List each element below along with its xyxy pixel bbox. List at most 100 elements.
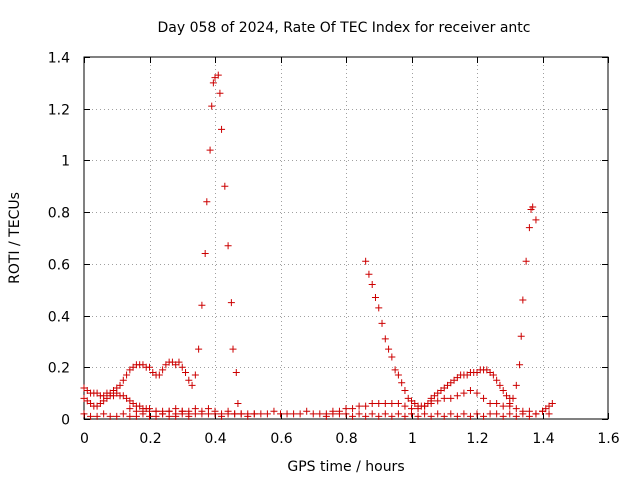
data-point	[139, 407, 147, 415]
data-point	[191, 405, 199, 413]
data-point	[257, 410, 265, 418]
data-point	[329, 410, 337, 418]
data-point	[394, 410, 402, 418]
data-point	[391, 366, 399, 374]
y-axis-label: ROTI / TECUs	[7, 192, 23, 284]
data-point	[216, 89, 224, 97]
x-tick-label: 0.2	[139, 431, 161, 447]
y-tick-label: 0.8	[48, 206, 70, 222]
data-point	[473, 410, 481, 418]
data-point	[398, 379, 406, 387]
data-point	[146, 363, 153, 371]
data-point	[126, 405, 134, 413]
series-rise-1.35h	[506, 203, 540, 407]
data-point	[303, 407, 311, 415]
data-point	[195, 345, 203, 353]
data-point	[152, 407, 160, 415]
series-bump-0.2h	[80, 358, 196, 400]
data-point	[178, 407, 186, 415]
data-point	[362, 402, 370, 410]
data-point	[100, 410, 108, 418]
data-point	[368, 410, 376, 418]
series-peak-near-0.4h	[191, 71, 242, 407]
y-tick-label: 0.2	[48, 361, 70, 377]
data-point	[460, 410, 468, 418]
data-point	[283, 410, 291, 418]
y-tick-label: 0.6	[48, 258, 70, 274]
x-tick-label: 0.6	[270, 431, 292, 447]
data-point	[496, 381, 504, 389]
x-tick-label: 1.6	[597, 431, 619, 447]
data-point	[113, 412, 121, 420]
x-tick-label: 0.8	[335, 431, 357, 447]
data-point	[185, 376, 193, 384]
data-point	[493, 410, 501, 418]
data-point	[375, 399, 383, 407]
data-point	[421, 402, 429, 410]
data-point	[146, 412, 153, 420]
data-point	[394, 399, 402, 407]
series-arc-0.9h	[362, 257, 435, 410]
data-point	[466, 387, 474, 395]
data-point	[388, 399, 396, 407]
data-point	[388, 353, 396, 361]
data-point	[473, 389, 481, 397]
data-point	[204, 405, 212, 413]
data-point	[290, 410, 298, 418]
y-tick-label: 0.4	[48, 310, 70, 326]
data-point	[414, 405, 422, 413]
data-point	[232, 368, 240, 376]
data-point	[525, 224, 533, 232]
data-point	[480, 412, 488, 420]
data-point	[401, 412, 409, 420]
x-tick-labels: 0 0.2 0.4 0.6 0.8 1 1.2 1.4 1.6	[80, 431, 620, 447]
data-point	[381, 335, 389, 343]
data-point	[172, 412, 180, 420]
data-point	[355, 410, 363, 418]
data-point	[175, 358, 183, 366]
y-tick-label: 1.4	[48, 51, 70, 67]
data-point	[486, 410, 494, 418]
data-point	[466, 412, 474, 420]
data-point	[489, 371, 497, 379]
data-point	[349, 412, 357, 420]
data-point	[126, 412, 134, 420]
data-point	[165, 407, 173, 415]
data-point	[375, 412, 383, 420]
data-point	[132, 407, 140, 415]
data-point	[87, 412, 95, 420]
data-point	[368, 399, 376, 407]
chart-title: Day 058 of 2024, Rate Of TEC Index for r…	[157, 20, 530, 36]
series-low-cluster-0.2h-0.5h	[126, 405, 258, 420]
data-point	[529, 203, 537, 211]
data-point	[227, 299, 235, 307]
data-point	[385, 345, 393, 353]
data-point	[548, 399, 556, 407]
y-tick-label: 1.2	[48, 103, 70, 119]
data-point	[198, 301, 206, 309]
data-point	[188, 381, 196, 389]
data-point	[119, 376, 127, 384]
data-point	[159, 407, 167, 415]
data-point	[185, 407, 193, 415]
data-point	[506, 410, 514, 418]
data-point	[545, 410, 553, 418]
data-point	[209, 79, 217, 87]
x-tick-label: 1	[408, 431, 417, 447]
data-point	[203, 198, 211, 206]
data-point	[218, 125, 226, 133]
data-point	[191, 371, 199, 379]
x-tick-label: 1.2	[466, 431, 488, 447]
data-point	[116, 381, 124, 389]
y-tick-labels: 0 0.2 0.4 0.6 0.8 1 1.2 1.4	[48, 51, 70, 429]
data-point	[335, 410, 343, 418]
data-point	[119, 410, 127, 418]
data-point	[224, 407, 232, 415]
y-tick-label: 0	[61, 413, 70, 429]
series-bump-1.2h	[427, 366, 514, 402]
data-point	[309, 410, 317, 418]
data-point	[493, 399, 501, 407]
data-point	[146, 405, 153, 413]
data-point	[270, 407, 278, 415]
data-point	[362, 257, 370, 265]
